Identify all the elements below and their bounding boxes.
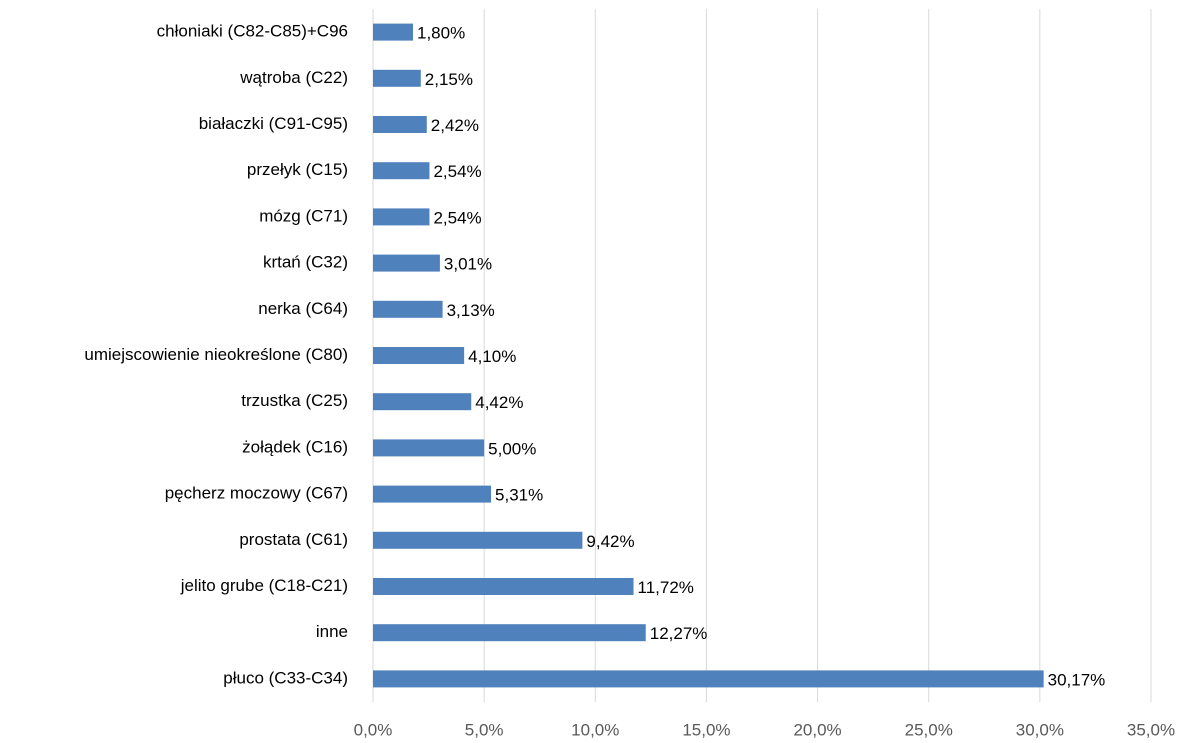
bar [373, 347, 465, 364]
bar [373, 116, 427, 133]
data-label: 5,00% [488, 439, 536, 458]
data-label: 1,80% [417, 24, 465, 43]
x-tick-label: 30,0% [1016, 720, 1064, 739]
y-tick-label: białaczki (C91-C95) [199, 114, 348, 133]
data-label: 4,42% [475, 393, 523, 412]
bar [373, 300, 443, 318]
y-tick-label: płuco (C33-C34) [223, 668, 348, 687]
data-label: 11,72% [638, 578, 694, 597]
y-tick-label: umiejscowienie nieokreślone (C80) [84, 345, 348, 364]
data-label: 30,17% [1048, 670, 1106, 689]
data-label: 2,15% [425, 70, 473, 89]
bar [373, 254, 440, 272]
data-label: 2,54% [433, 162, 481, 181]
bar [373, 208, 430, 226]
y-tick-label: wątroba (C22) [239, 68, 348, 87]
y-tick-label: nerka (C64) [258, 299, 348, 318]
y-tick-label: mózg (C71) [259, 206, 348, 225]
y-tick-label: żołądek (C16) [242, 437, 348, 456]
data-label: 3,01% [444, 255, 492, 274]
x-tick-label: 5,0% [465, 720, 504, 739]
data-label: 4,10% [468, 347, 516, 366]
x-tick-label: 10,0% [571, 720, 619, 739]
y-tick-label: jelito grube (C18-C21) [180, 576, 348, 595]
data-label: 9,42% [586, 532, 634, 551]
y-tick-label: prostata (C61) [239, 530, 348, 549]
bar [373, 23, 414, 41]
x-tick-label: 15,0% [682, 720, 730, 739]
y-tick-label: chłoniaki (C82-C85)+C96 [157, 22, 348, 41]
data-label: 12,27% [650, 624, 708, 643]
data-label: 3,13% [447, 301, 495, 320]
bar [373, 485, 492, 503]
bar [373, 162, 430, 180]
bar [373, 531, 583, 549]
data-label: 2,42% [431, 116, 479, 135]
bar [373, 439, 485, 457]
data-label: 2,54% [433, 208, 481, 227]
y-tick-label: trzustka (C25) [241, 391, 348, 410]
y-tick-label: krtań (C32) [263, 253, 348, 272]
y-tick-label: inne [316, 622, 348, 641]
bar [373, 670, 1044, 688]
x-tick-label: 35,0% [1127, 720, 1175, 739]
y-tick-label: przełyk (C15) [247, 160, 348, 179]
x-tick-label: 25,0% [905, 720, 953, 739]
bar [373, 624, 646, 642]
data-label: 5,31% [495, 486, 543, 505]
bar [373, 69, 421, 87]
x-tick-label: 0,0% [354, 720, 393, 739]
y-tick-label: pęcherz moczowy (C67) [165, 484, 348, 503]
bar [373, 393, 472, 411]
x-tick-label: 20,0% [793, 720, 841, 739]
bar [373, 578, 634, 595]
